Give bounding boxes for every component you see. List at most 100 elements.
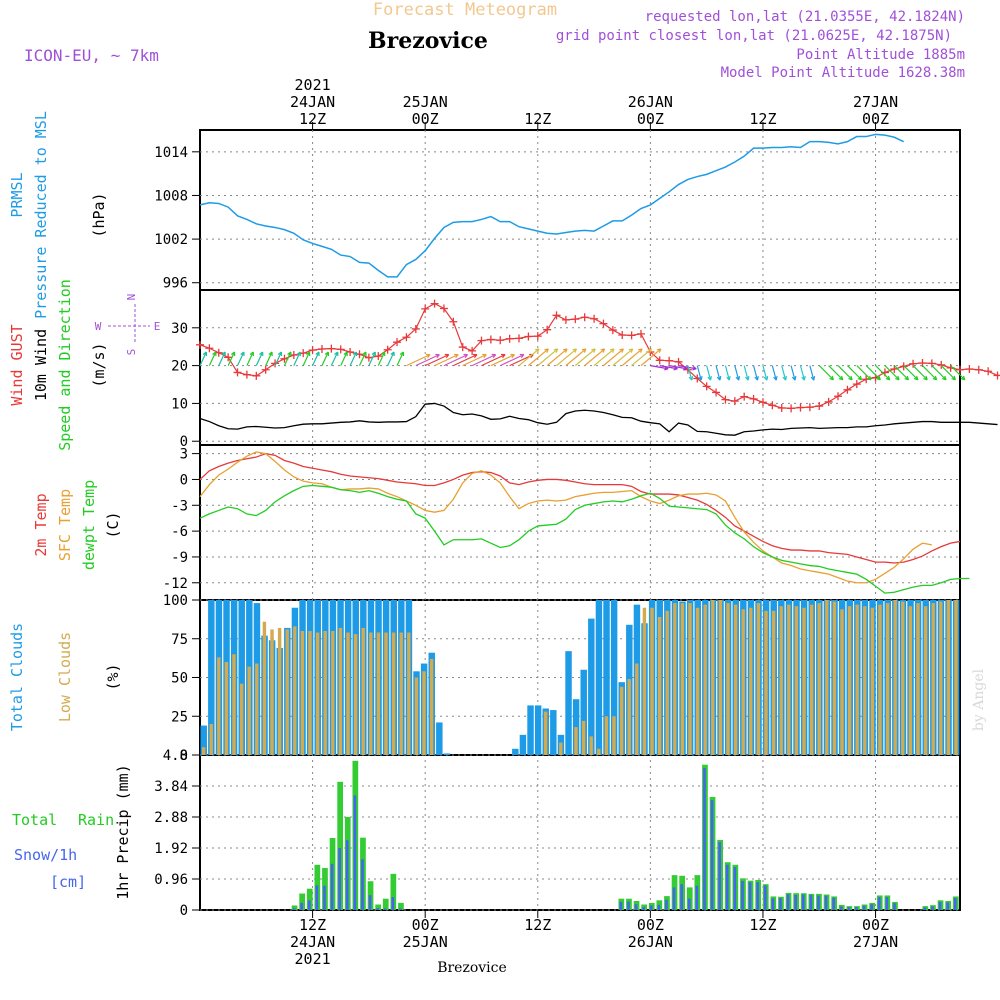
wind-direction-arrowhead bbox=[534, 348, 540, 353]
wind-direction-arrow bbox=[912, 365, 928, 381]
low-cloud-bar bbox=[353, 634, 358, 755]
wind-direction-arrow bbox=[321, 351, 329, 366]
low-cloud-bar bbox=[262, 621, 267, 755]
y-tick-label: 1002 bbox=[154, 232, 188, 248]
gust-marker bbox=[552, 311, 561, 320]
gust-marker bbox=[421, 304, 430, 313]
gust-marker bbox=[965, 365, 974, 374]
wind-direction-arrowhead bbox=[848, 375, 853, 381]
wind-direction-arrow bbox=[546, 348, 568, 367]
wind-direction-arrow bbox=[293, 351, 301, 366]
gust-marker bbox=[477, 336, 486, 345]
gust-marker bbox=[505, 334, 514, 343]
low-cloud-bar bbox=[201, 747, 206, 755]
low-cloud-bar bbox=[741, 609, 745, 755]
snow-bar bbox=[300, 902, 303, 910]
bottom-time-label: 27JAN bbox=[853, 933, 898, 951]
faint-title: Forecast Meteogram bbox=[373, 0, 557, 20]
wind-direction-arrow bbox=[396, 351, 404, 366]
wind-direction-arrow bbox=[556, 348, 577, 367]
y-tick-label: 996 bbox=[163, 276, 188, 292]
gust-marker bbox=[393, 338, 402, 347]
gust-marker bbox=[937, 360, 946, 369]
gust-marker bbox=[261, 365, 270, 374]
low-cloud-bar bbox=[756, 603, 761, 755]
top-time-label: 2021 bbox=[295, 76, 331, 94]
low-cloud-bar bbox=[574, 727, 578, 755]
low-cloud-bar bbox=[657, 617, 662, 755]
gust-marker bbox=[608, 326, 617, 335]
wind-direction-arrowhead bbox=[454, 353, 459, 359]
top-time-label: 00Z bbox=[412, 110, 439, 128]
wind-direction-arrow bbox=[274, 351, 282, 366]
bottom-time-label: 00Z bbox=[862, 916, 889, 934]
wind-direction-arrow bbox=[715, 365, 721, 381]
svg-text:N: N bbox=[125, 294, 138, 301]
gust-marker bbox=[533, 332, 542, 341]
gust-marker bbox=[852, 380, 861, 389]
wind-direction-arrowhead bbox=[212, 351, 217, 357]
bottom-time-label: 24JAN bbox=[290, 933, 335, 951]
wind-direction-arrowhead bbox=[287, 351, 292, 357]
low-cloud-bar bbox=[581, 720, 586, 755]
wind-direction-arrow bbox=[227, 351, 236, 366]
wind-direction-arrow bbox=[406, 354, 431, 367]
wind-direction-arrowhead bbox=[857, 375, 863, 381]
bottom-time-label: 26JAN bbox=[628, 933, 673, 951]
wind-direction-arrowhead bbox=[638, 348, 643, 353]
gust-marker bbox=[242, 370, 251, 379]
grid-lines: 996100210081014010203030-3-6-9-120255075… bbox=[154, 122, 960, 919]
low-cloud-bar bbox=[308, 631, 312, 755]
gust-marker bbox=[636, 329, 645, 338]
wind-direction-arrow bbox=[678, 365, 697, 370]
wind-direction-arrow bbox=[659, 365, 678, 370]
wind-direction-arrowhead bbox=[647, 348, 653, 353]
gust-marker bbox=[458, 343, 467, 352]
snow-bar bbox=[756, 882, 759, 910]
gust-marker bbox=[730, 397, 739, 406]
wind-direction-arrow bbox=[640, 348, 662, 367]
wind-direction-arrowhead bbox=[895, 375, 900, 381]
low-cloud-bar bbox=[239, 683, 244, 755]
low-cloud-bar bbox=[255, 663, 259, 755]
wind-gust-label: Wind GUST bbox=[8, 324, 26, 405]
wind-direction-arrowhead bbox=[230, 351, 236, 357]
low-cloud-bar bbox=[429, 658, 434, 755]
svg-text:E: E bbox=[154, 320, 161, 333]
wind-direction-arrow bbox=[809, 365, 815, 381]
rain-bar bbox=[291, 905, 298, 910]
low-cloud-bar bbox=[422, 671, 426, 755]
bottom-time-label: 00Z bbox=[637, 916, 664, 934]
wind-direction-arrow bbox=[650, 365, 669, 370]
wind-direction-arrowhead bbox=[315, 351, 320, 357]
gust-marker bbox=[749, 394, 758, 403]
gust-marker bbox=[590, 314, 599, 323]
wind-direction-arrow bbox=[255, 351, 264, 366]
wind-direction-arrowhead bbox=[435, 353, 440, 359]
snow-bar bbox=[809, 894, 813, 910]
gust-marker bbox=[308, 346, 317, 355]
snow-bar bbox=[931, 906, 934, 910]
gust-marker bbox=[956, 365, 964, 374]
snow-bar bbox=[817, 895, 820, 910]
wind-direction-arrow bbox=[903, 365, 919, 381]
low-cloud-bar bbox=[923, 606, 928, 755]
t2m-label: 2m Temp bbox=[32, 493, 50, 556]
y-tick-label: 25 bbox=[171, 709, 188, 725]
snow-bar bbox=[353, 795, 357, 910]
low-cloud-bar bbox=[642, 607, 647, 755]
wind-direction-arrowhead bbox=[240, 351, 245, 357]
snow-bar bbox=[338, 848, 341, 910]
wind-direction-arrowhead bbox=[951, 375, 956, 381]
total-cloud-bar bbox=[519, 734, 527, 755]
wind-direction-arrow bbox=[453, 354, 478, 367]
wind-direction-arrowhead bbox=[609, 348, 615, 353]
wind-direction-arrow bbox=[518, 348, 540, 367]
snow-bar bbox=[649, 905, 653, 910]
wind-direction-arrowhead bbox=[352, 351, 358, 357]
gust-marker bbox=[655, 356, 664, 365]
low-cloud-bar bbox=[787, 604, 791, 755]
wind-direction-arrowhead bbox=[572, 348, 578, 353]
wind-direction-arrowhead bbox=[735, 376, 741, 381]
